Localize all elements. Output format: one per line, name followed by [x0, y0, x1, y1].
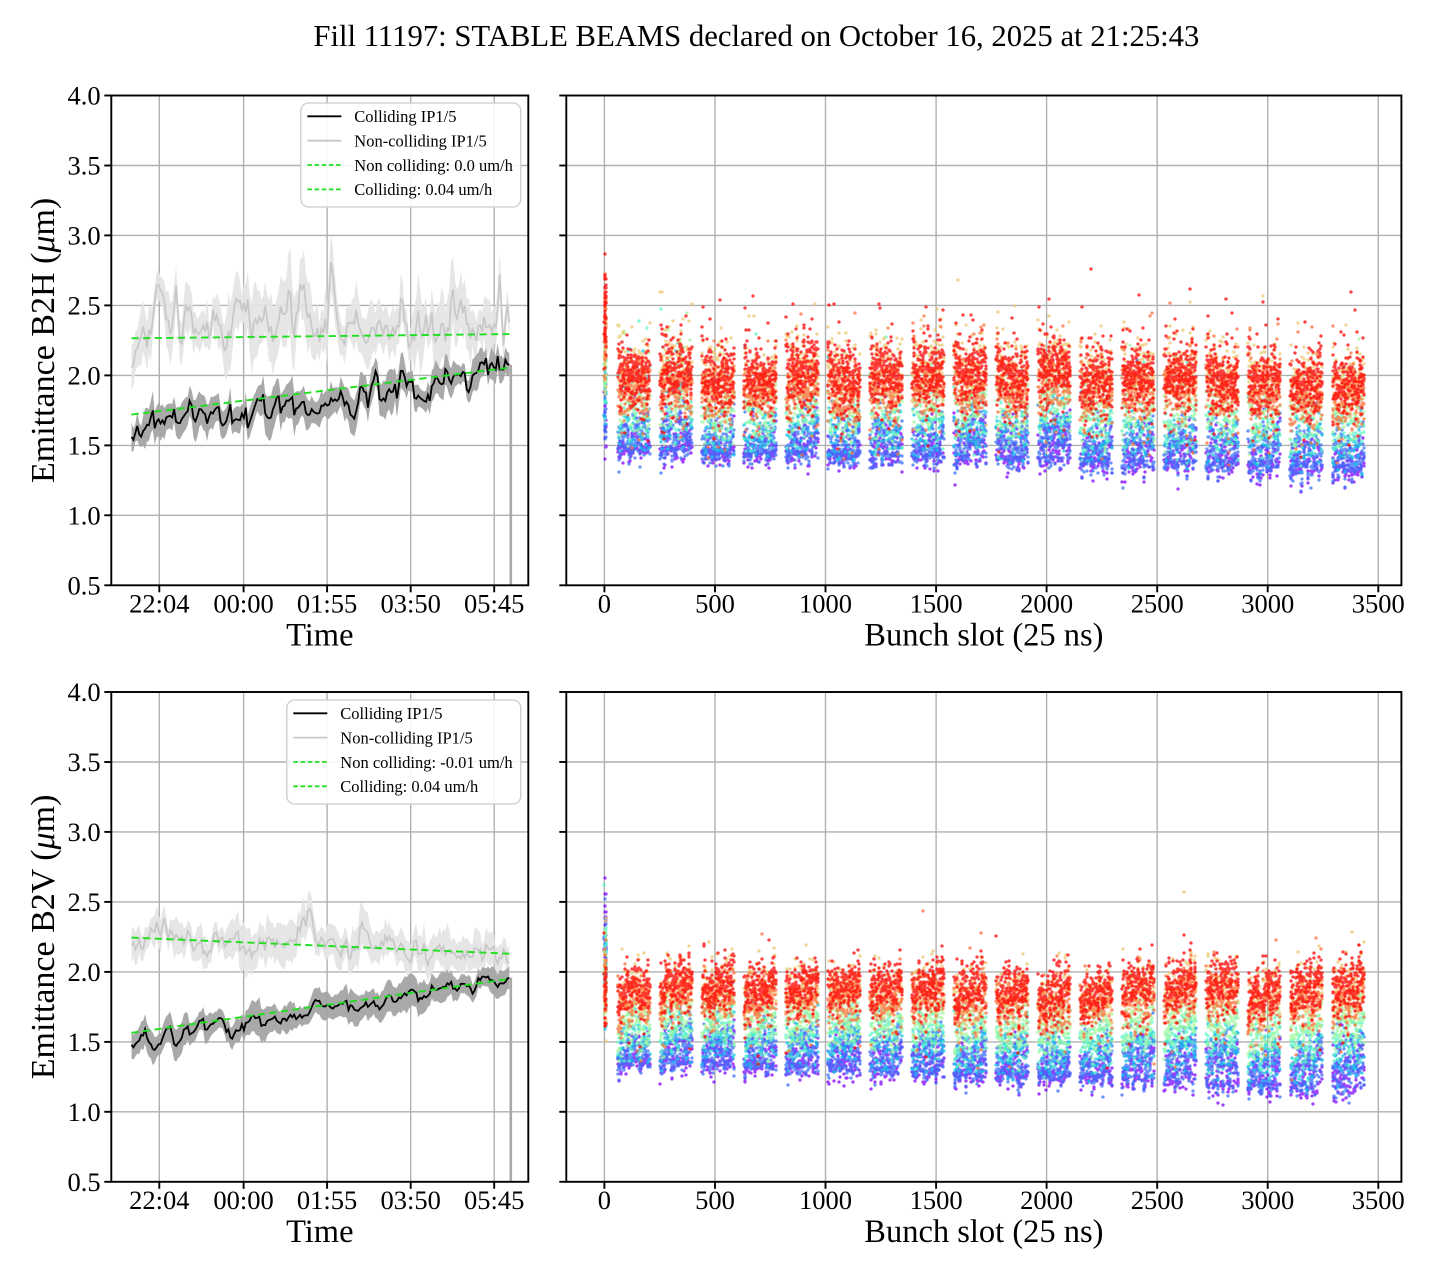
svg-text:05:45: 05:45 — [464, 589, 524, 619]
svg-text:1.5: 1.5 — [67, 1027, 100, 1057]
svg-text:01:55: 01:55 — [297, 1185, 357, 1215]
svg-text:Non colliding: 0.0 um/h: Non colliding: 0.0 um/h — [354, 156, 513, 175]
svg-text:Bunch slot (25 ns): Bunch slot (25 ns) — [864, 1214, 1103, 1250]
svg-text:3000: 3000 — [1241, 1185, 1294, 1215]
svg-text:2.0: 2.0 — [67, 360, 100, 390]
svg-text:2.5: 2.5 — [67, 290, 100, 320]
svg-text:3000: 3000 — [1241, 589, 1294, 619]
svg-text:Fill 11197: STABLE BEAMS decla: Fill 11197: STABLE BEAMS declared on Oct… — [313, 19, 1199, 53]
svg-text:500: 500 — [695, 589, 735, 619]
svg-text:1.5: 1.5 — [67, 430, 100, 460]
svg-text:Bunch slot (25 ns): Bunch slot (25 ns) — [864, 617, 1103, 653]
svg-text:3.0: 3.0 — [67, 220, 100, 250]
svg-text:05:45: 05:45 — [464, 1185, 524, 1215]
svg-text:Colliding IP1/5: Colliding IP1/5 — [340, 704, 442, 723]
svg-text:1000: 1000 — [799, 589, 852, 619]
svg-text:1000: 1000 — [799, 1185, 852, 1215]
svg-text:2000: 2000 — [1020, 589, 1073, 619]
svg-text:2.0: 2.0 — [67, 957, 100, 987]
svg-text:3.0: 3.0 — [67, 817, 100, 847]
svg-text:2500: 2500 — [1131, 1185, 1184, 1215]
svg-text:Non colliding: -0.01 um/h: Non colliding: -0.01 um/h — [340, 753, 513, 772]
svg-text:Colliding: 0.04 um/h: Colliding: 0.04 um/h — [340, 777, 479, 796]
svg-text:Time: Time — [286, 617, 353, 653]
svg-text:1.0: 1.0 — [67, 500, 100, 530]
svg-text:0: 0 — [598, 1185, 611, 1215]
svg-text:3.5: 3.5 — [67, 151, 100, 181]
svg-text:2000: 2000 — [1020, 1185, 1073, 1215]
svg-text:Colliding: 0.04 um/h: Colliding: 0.04 um/h — [354, 180, 493, 199]
svg-text:03:50: 03:50 — [381, 1185, 441, 1215]
svg-text:0.5: 0.5 — [67, 570, 100, 600]
svg-text:3500: 3500 — [1352, 589, 1405, 619]
svg-text:3500: 3500 — [1352, 1185, 1405, 1215]
svg-text:22:04: 22:04 — [129, 589, 189, 619]
svg-text:0.5: 0.5 — [67, 1167, 100, 1197]
svg-text:00:00: 00:00 — [213, 589, 273, 619]
svg-text:Emittance B2V (μm): Emittance B2V (μm) — [25, 795, 62, 1080]
svg-text:4.0: 4.0 — [67, 677, 100, 707]
svg-text:3.5: 3.5 — [67, 747, 100, 777]
svg-text:Emittance B2H (μm): Emittance B2H (μm) — [25, 198, 62, 483]
svg-text:500: 500 — [695, 1185, 735, 1215]
svg-text:Time: Time — [286, 1214, 353, 1250]
svg-text:Non-colliding IP1/5: Non-colliding IP1/5 — [354, 132, 486, 151]
svg-text:00:00: 00:00 — [213, 1185, 273, 1215]
svg-text:22:04: 22:04 — [129, 1185, 189, 1215]
svg-text:1500: 1500 — [910, 1185, 963, 1215]
svg-text:1.0: 1.0 — [67, 1097, 100, 1127]
svg-text:1500: 1500 — [910, 589, 963, 619]
svg-text:2.5: 2.5 — [67, 887, 100, 917]
svg-text:Colliding IP1/5: Colliding IP1/5 — [354, 107, 456, 126]
svg-text:2500: 2500 — [1131, 589, 1184, 619]
svg-text:Non-colliding IP1/5: Non-colliding IP1/5 — [340, 728, 472, 747]
svg-text:01:55: 01:55 — [297, 589, 357, 619]
svg-text:4.0: 4.0 — [67, 81, 100, 111]
svg-text:03:50: 03:50 — [381, 589, 441, 619]
svg-text:0: 0 — [598, 589, 611, 619]
